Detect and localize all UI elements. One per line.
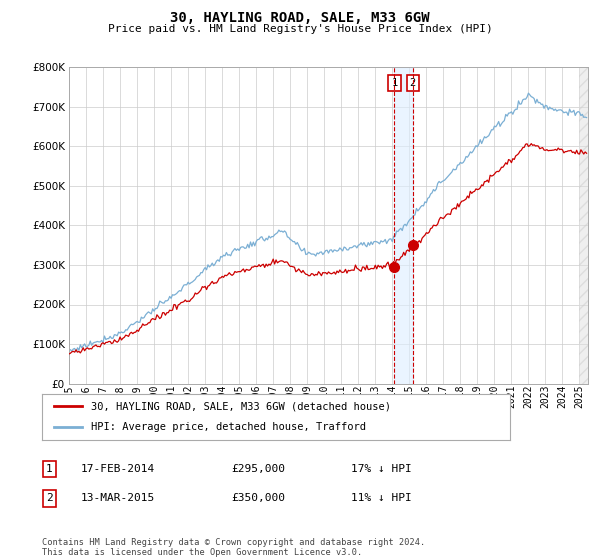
Text: 13-MAR-2015: 13-MAR-2015 [81,493,155,503]
Text: Price paid vs. HM Land Registry's House Price Index (HPI): Price paid vs. HM Land Registry's House … [107,24,493,34]
Text: 2: 2 [410,78,416,88]
Text: 17% ↓ HPI: 17% ↓ HPI [351,464,412,474]
Text: 17-FEB-2014: 17-FEB-2014 [81,464,155,474]
Text: 30, HAYLING ROAD, SALE, M33 6GW: 30, HAYLING ROAD, SALE, M33 6GW [170,11,430,25]
Text: £295,000: £295,000 [231,464,285,474]
Text: 2: 2 [46,493,53,503]
Bar [394,67,413,384]
Text: 1: 1 [391,78,398,88]
Text: £350,000: £350,000 [231,493,285,503]
Text: 1: 1 [46,464,53,474]
Text: 30, HAYLING ROAD, SALE, M33 6GW (detached house): 30, HAYLING ROAD, SALE, M33 6GW (detache… [91,401,391,411]
Text: 11% ↓ HPI: 11% ↓ HPI [351,493,412,503]
Text: Contains HM Land Registry data © Crown copyright and database right 2024.
This d: Contains HM Land Registry data © Crown c… [42,538,425,557]
Text: HPI: Average price, detached house, Trafford: HPI: Average price, detached house, Traf… [91,422,366,432]
